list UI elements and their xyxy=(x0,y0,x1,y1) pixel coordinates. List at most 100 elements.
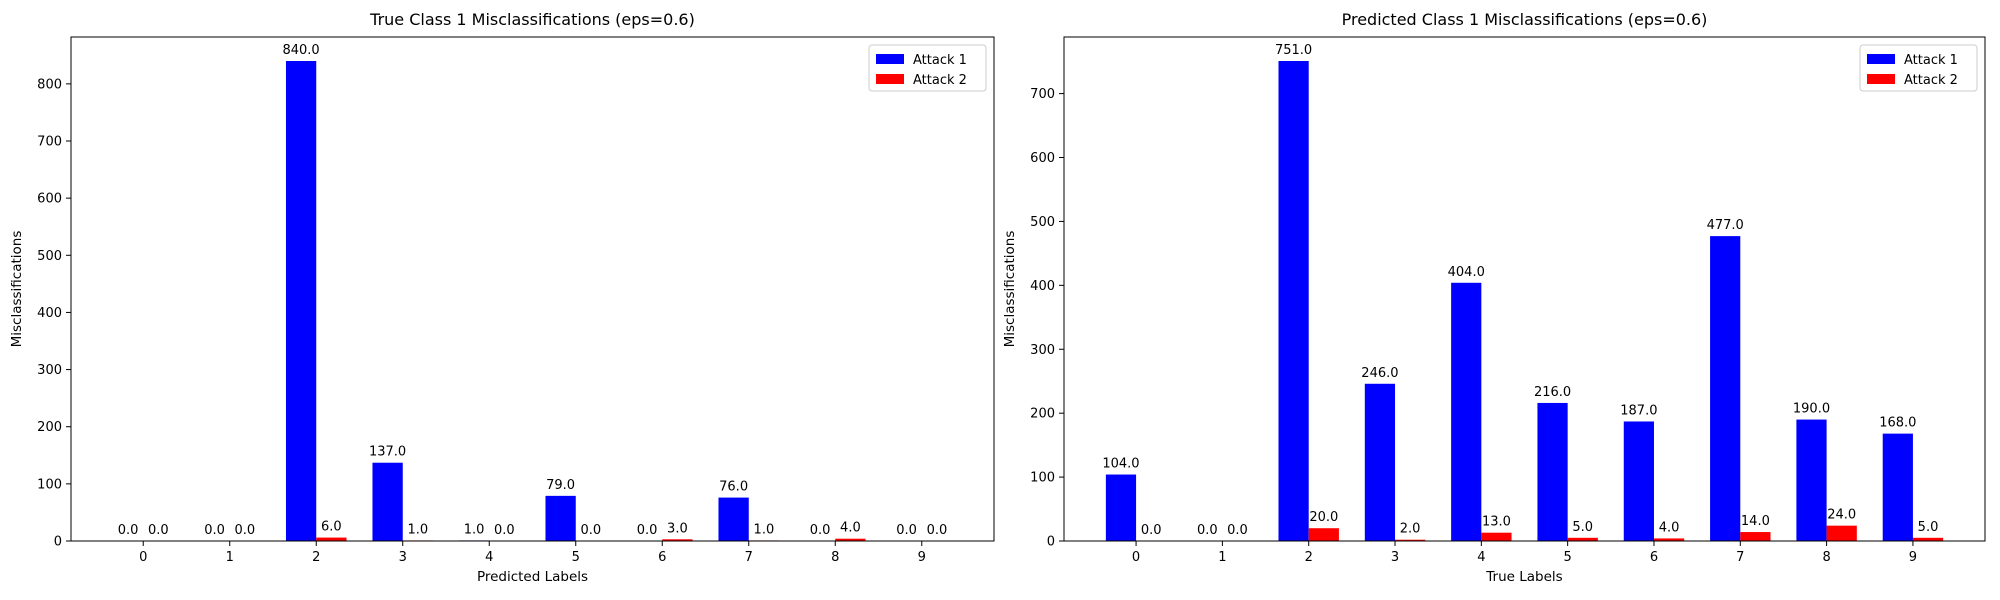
y-tick-label: 500 xyxy=(1030,215,1055,230)
x-tick-label: 5 xyxy=(572,550,580,565)
x-tick-label: 1 xyxy=(226,550,234,565)
y-tick-label: 0 xyxy=(1047,535,1055,550)
x-tick-label: 2 xyxy=(312,550,320,565)
legend-label: Attack 1 xyxy=(1904,53,1958,68)
bar-attack2-8 xyxy=(1826,525,1857,541)
bar-attack1-4 xyxy=(1451,282,1482,541)
chart-title: Predicted Class 1 Misclassifications (ep… xyxy=(1342,10,1708,29)
bar-value-label: 1.0 xyxy=(754,522,775,537)
legend-swatch xyxy=(876,54,904,64)
bar-value-label: 190.0 xyxy=(1793,402,1830,417)
bar-value-label: 477.0 xyxy=(1707,218,1744,233)
bar-value-label: 14.0 xyxy=(1741,514,1770,529)
x-tick-label: 6 xyxy=(658,550,666,565)
bar-value-label: 0.0 xyxy=(148,523,169,538)
x-tick-label: 4 xyxy=(1477,550,1485,565)
bar-value-label: 76.0 xyxy=(719,480,748,495)
bar-attack2-6 xyxy=(1653,538,1685,541)
bar-attack1-6 xyxy=(1623,421,1654,541)
bar-value-label: 79.0 xyxy=(546,478,575,493)
bar-value-label: 1.0 xyxy=(464,522,485,537)
y-tick-label: 700 xyxy=(37,135,62,150)
bar-attack1-2 xyxy=(1278,61,1309,541)
bar-value-label: 0.0 xyxy=(810,523,831,538)
x-axis-label: True Labels xyxy=(1485,569,1562,585)
bar-value-label: 187.0 xyxy=(1620,403,1657,418)
y-tick-label: 0 xyxy=(54,535,62,550)
bar-value-label: 0.0 xyxy=(494,523,515,538)
y-tick-label: 600 xyxy=(37,192,62,207)
bar-value-label: 5.0 xyxy=(1918,520,1939,535)
y-tick-label: 300 xyxy=(1030,343,1055,358)
bar-attack1-3 xyxy=(1364,383,1396,541)
bar-value-label: 1.0 xyxy=(408,522,429,537)
x-tick-label: 6 xyxy=(1650,550,1658,565)
y-tick-label: 400 xyxy=(37,306,62,321)
y-tick-label: 100 xyxy=(1030,471,1055,486)
bar-attack1-7 xyxy=(718,497,749,541)
bar-attack1-5 xyxy=(1537,402,1568,541)
bar-value-label: 0.0 xyxy=(1227,523,1248,538)
y-tick-label: 200 xyxy=(1030,407,1055,422)
y-axis-label: Misclassifications xyxy=(1002,231,1018,348)
x-tick-label: 9 xyxy=(918,550,926,565)
y-tick-label: 200 xyxy=(37,420,62,435)
y-tick-label: 100 xyxy=(37,477,62,492)
bar-value-label: 104.0 xyxy=(1102,457,1139,472)
bar-value-label: 3.0 xyxy=(667,521,688,536)
bar-attack2-2 xyxy=(1308,528,1339,541)
x-tick-label: 9 xyxy=(1909,550,1917,565)
bar-value-label: 0.0 xyxy=(927,523,948,538)
bar-value-label: 0.0 xyxy=(581,523,602,538)
legend-swatch xyxy=(876,74,904,84)
bar-value-label: 0.0 xyxy=(896,523,917,538)
bar-attack2-9 xyxy=(1912,537,1944,541)
bar-attack1-0 xyxy=(1105,474,1137,541)
bar-value-label: 4.0 xyxy=(840,521,861,536)
x-tick-label: 8 xyxy=(1822,550,1830,565)
y-tick-label: 300 xyxy=(37,363,62,378)
bar-value-label: 0.0 xyxy=(1141,523,1162,538)
y-tick-label: 800 xyxy=(37,77,62,92)
x-tick-label: 7 xyxy=(745,550,753,565)
y-tick-label: 400 xyxy=(1030,279,1055,294)
y-tick-label: 700 xyxy=(1030,87,1055,102)
bar-attack2-2 xyxy=(316,537,347,541)
x-tick-label: 3 xyxy=(399,550,407,565)
bar-value-label: 404.0 xyxy=(1448,265,1485,280)
bar-value-label: 246.0 xyxy=(1361,366,1398,381)
chart-title: True Class 1 Misclassifications (eps=0.6… xyxy=(369,10,695,29)
bar-value-label: 0.0 xyxy=(1197,523,1218,538)
x-tick-label: 2 xyxy=(1305,550,1313,565)
legend-label: Attack 1 xyxy=(913,53,967,68)
x-tick-label: 8 xyxy=(831,550,839,565)
bar-value-label: 168.0 xyxy=(1879,416,1916,431)
y-axis-label: Misclassifications xyxy=(9,231,25,348)
plot-frame xyxy=(1063,36,1986,542)
bar-value-label: 4.0 xyxy=(1659,520,1680,535)
bar-value-label: 24.0 xyxy=(1827,508,1856,523)
bar-attack2-8 xyxy=(835,538,866,541)
x-tick-label: 5 xyxy=(1564,550,1572,565)
bar-attack2-4 xyxy=(1481,532,1512,541)
bar-value-label: 6.0 xyxy=(321,520,342,535)
chart-right: 104.00.0751.0246.0404.0216.0187.0477.019… xyxy=(1002,10,1986,585)
legend-swatch xyxy=(1867,54,1895,64)
bar-value-label: 20.0 xyxy=(1309,510,1338,525)
bar-value-label: 216.0 xyxy=(1534,385,1571,400)
plot-frame xyxy=(70,36,995,542)
bar-attack1-9 xyxy=(1882,433,1913,541)
y-tick-label: 500 xyxy=(37,249,62,264)
bar-value-label: 5.0 xyxy=(1572,520,1593,535)
bar-attack1-2 xyxy=(285,61,317,541)
x-tick-label: 1 xyxy=(1218,550,1226,565)
bar-attack1-5 xyxy=(545,495,576,541)
x-tick-label: 0 xyxy=(139,550,147,565)
bar-attack2-5 xyxy=(1567,537,1598,541)
bar-attack2-6 xyxy=(662,539,693,541)
bar-value-label: 0.0 xyxy=(118,523,139,538)
bar-attack1-3 xyxy=(372,462,403,541)
x-axis-label: Predicted Labels xyxy=(477,569,588,585)
